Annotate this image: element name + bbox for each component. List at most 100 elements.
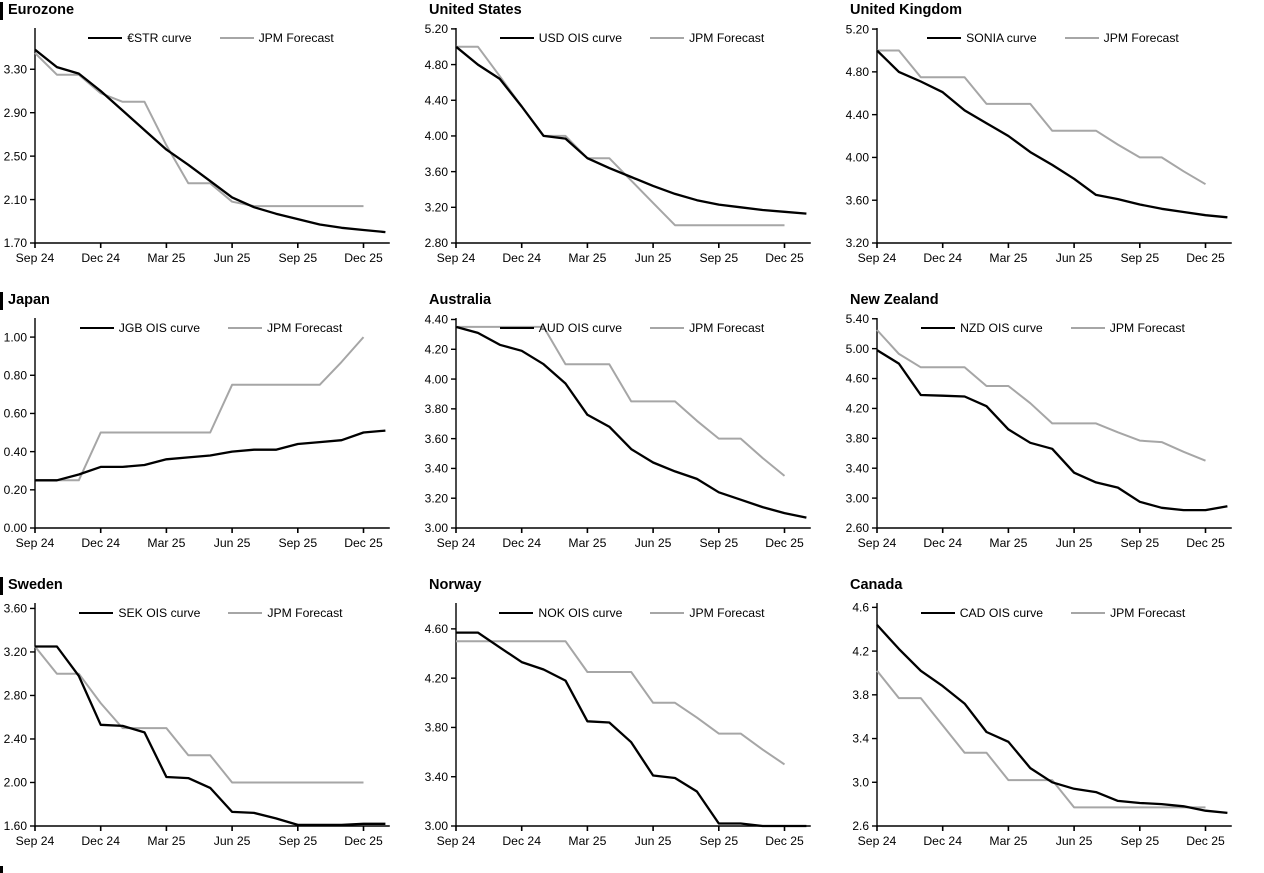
curve-line-sample bbox=[499, 327, 534, 329]
legend-entry-curve: NZD OIS curve bbox=[921, 321, 1043, 335]
y-axis-tick-label: 3.60 bbox=[425, 432, 449, 446]
y-axis-tick-label: 3.40 bbox=[425, 770, 449, 784]
y-axis-tick-label: 3.60 bbox=[425, 165, 449, 179]
x-axis-tick-label: Sep 25 bbox=[278, 834, 317, 848]
y-axis-tick-label: 4.80 bbox=[846, 65, 870, 79]
x-axis-tick-label: Jun 25 bbox=[635, 251, 672, 265]
legend-entry-forecast: JPM Forecast bbox=[650, 606, 765, 620]
chart-title: Australia bbox=[429, 292, 492, 308]
forecast-series-label: JPM Forecast bbox=[1103, 31, 1179, 45]
x-axis-tick-label: Dec 24 bbox=[502, 834, 541, 848]
y-axis-tick-label: 3.80 bbox=[425, 721, 449, 735]
axis-spines bbox=[455, 603, 811, 827]
chart-panel-canada: Canada CAD OIS curve JPM Forecast 2.6 3.0… bbox=[842, 575, 1264, 873]
chart-title: United Kingdom bbox=[850, 2, 962, 18]
y-axis-tick-label: 4.40 bbox=[425, 93, 449, 107]
curve-line-sample bbox=[921, 327, 956, 329]
legend-entry-forecast: JPM Forecast bbox=[1071, 606, 1185, 620]
legend-entry-curve: SEK OIS curve bbox=[79, 606, 200, 620]
forecast-series-label: JPM Forecast bbox=[1110, 606, 1186, 620]
line-chart: 1.70 2.10 2.50 2.90 3.30 Sep 24 Dec 24 Mar 25 Ju… bbox=[4, 28, 390, 265]
x-axis-tick-label: Jun 25 bbox=[635, 834, 672, 848]
forecast-line-sample bbox=[219, 37, 254, 39]
line-chart: 2.80 3.20 3.60 4.00 4.40 4.80 5.20 Sep 24 Dec 24… bbox=[425, 22, 811, 265]
curve-line-sample bbox=[499, 612, 534, 614]
y-axis-tick-label: 0.20 bbox=[4, 483, 28, 497]
y-axis-tick-label: 3.30 bbox=[4, 62, 28, 76]
y-axis-tick-label: 4.00 bbox=[846, 151, 870, 165]
chart-panel-united-states: United States USD OIS curve JPM Forecast… bbox=[421, 0, 842, 290]
forecast-line-sample bbox=[228, 612, 263, 614]
x-axis-tick-label: Jun 25 bbox=[214, 834, 251, 848]
y-axis-tick-label: 2.90 bbox=[4, 106, 28, 120]
legend-entry-forecast: JPM Forecast bbox=[1070, 321, 1185, 335]
chart-title: New Zealand bbox=[850, 292, 939, 308]
curve-line-sample bbox=[88, 37, 123, 39]
chart-panel-new-zealand: New Zealand NZD OIS curve JPM Forecast 2… bbox=[842, 290, 1264, 575]
y-axis-tick-label: 4.00 bbox=[425, 372, 449, 386]
x-axis-tick-label: Sep 25 bbox=[1120, 834, 1159, 848]
x-axis-tick-label: Sep 24 bbox=[16, 251, 55, 265]
x-axis-tick-label: Mar 25 bbox=[147, 251, 185, 265]
y-axis-tick-label: 4.20 bbox=[846, 402, 870, 416]
y-axis-tick-label: 4.20 bbox=[425, 342, 449, 356]
curve-series-line bbox=[455, 325, 807, 519]
curve-series-label: NZD OIS curve bbox=[960, 321, 1043, 335]
y-axis-tick-label: 3.4 bbox=[852, 732, 869, 746]
x-axis-tick-label: Dec 24 bbox=[81, 251, 120, 265]
curve-series-label: AUD OIS curve bbox=[538, 321, 623, 335]
forecast-series-label: JPM Forecast bbox=[689, 31, 765, 45]
y-axis-tick-label: 5.20 bbox=[425, 22, 449, 36]
y-axis-tick-label: 4.6 bbox=[852, 601, 869, 615]
y-axis-tick-label: 3.8 bbox=[852, 688, 869, 702]
chart-panel-australia: Australia AUD OIS curve JPM Forecast 3.0… bbox=[421, 290, 842, 575]
y-axis-tick-label: 4.80 bbox=[425, 58, 449, 72]
legend-entry-curve: CAD OIS curve bbox=[920, 606, 1044, 620]
legend-entry-forecast: JPM Forecast bbox=[650, 31, 764, 45]
line-chart: 3.00 3.40 3.80 4.20 4.60 Sep 24 Dec 24 Mar 25 Ju… bbox=[425, 603, 811, 848]
x-axis-tick-label: Dec 25 bbox=[765, 251, 804, 265]
x-axis-tick-label: Dec 25 bbox=[344, 834, 383, 848]
y-axis-tick-label: 2.50 bbox=[4, 149, 28, 163]
line-chart: 3.20 3.60 4.00 4.40 4.80 5.20 Sep 24 Dec 24 Mar … bbox=[846, 22, 1232, 265]
x-axis-tick-label: Sep 24 bbox=[858, 536, 897, 550]
y-axis-tick-label: 3.60 bbox=[4, 602, 28, 616]
y-axis-tick-label: 3.20 bbox=[425, 491, 449, 505]
y-axis-tick-label: 0.00 bbox=[4, 521, 28, 535]
x-axis-tick-label: Sep 24 bbox=[437, 536, 476, 550]
x-axis-tick-label: Sep 24 bbox=[858, 834, 897, 848]
legend-entry-forecast: JPM Forecast bbox=[650, 321, 764, 335]
x-axis-tick-label: Dec 24 bbox=[81, 536, 120, 550]
page-edge-mark bbox=[0, 866, 3, 873]
chart-legend: CAD OIS curve JPM Forecast bbox=[877, 605, 1229, 621]
x-axis-tick-label: Dec 24 bbox=[81, 834, 120, 848]
y-axis-tick-label: 5.00 bbox=[846, 342, 870, 356]
line-chart: 1.60 2.00 2.40 2.80 3.20 3.60 Sep 24 Dec 24 Mar … bbox=[4, 602, 390, 848]
chart-legend: €STR curve JPM Forecast bbox=[35, 30, 387, 46]
legend-entry-curve: USD OIS curve bbox=[499, 31, 622, 45]
chart-title: Eurozone bbox=[8, 2, 75, 18]
y-axis-tick-label: 4.60 bbox=[846, 372, 870, 386]
y-axis-tick-label: 3.80 bbox=[425, 402, 449, 416]
y-axis-tick-label: 3.60 bbox=[846, 193, 870, 207]
y-axis-tick-label: 3.0 bbox=[852, 775, 869, 789]
y-axis-tick-label: 3.20 bbox=[846, 236, 870, 250]
x-axis-tick-label: Mar 25 bbox=[989, 536, 1027, 550]
forecast-line-sample bbox=[1064, 37, 1099, 39]
x-axis-tick-label: Dec 25 bbox=[344, 536, 383, 550]
chart-legend: SEK OIS curve JPM Forecast bbox=[35, 605, 387, 621]
legend-entry-forecast: JPM Forecast bbox=[219, 31, 334, 45]
curve-series-line bbox=[35, 645, 386, 827]
y-axis-tick-label: 2.00 bbox=[4, 776, 28, 790]
y-axis-tick-label: 4.00 bbox=[425, 129, 449, 143]
curve-line-sample bbox=[79, 612, 114, 614]
curve-series-label: CAD OIS curve bbox=[959, 606, 1044, 620]
curve-series-line bbox=[876, 349, 1228, 512]
curve-series-line bbox=[876, 624, 1228, 815]
legend-entry-forecast: JPM Forecast bbox=[228, 606, 343, 620]
axis-spines bbox=[455, 28, 811, 244]
x-axis-tick-label: Dec 24 bbox=[923, 536, 962, 550]
y-axis-tick-label: 3.40 bbox=[425, 462, 449, 476]
x-axis-tick-label: Dec 24 bbox=[923, 834, 962, 848]
y-axis-tick-label: 1.60 bbox=[4, 819, 28, 833]
